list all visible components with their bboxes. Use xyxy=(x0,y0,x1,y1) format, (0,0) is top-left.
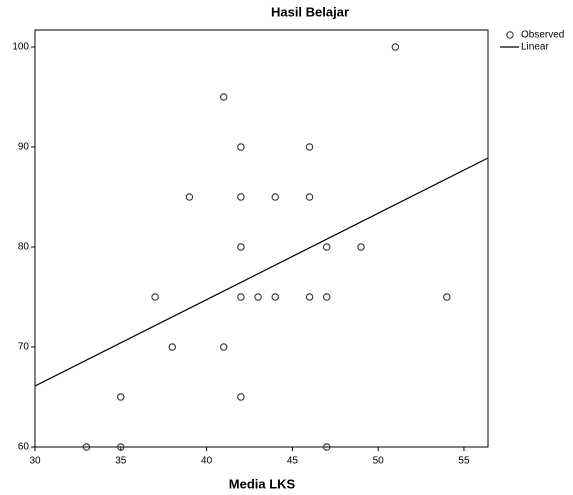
chart-title: Hasil Belajar xyxy=(271,4,349,19)
y-tick-label: 70 xyxy=(18,342,30,353)
y-tick-label: 90 xyxy=(18,142,30,153)
x-tick-label: 35 xyxy=(115,456,127,467)
y-tick-label: 80 xyxy=(18,242,30,253)
legend-marker xyxy=(507,32,513,38)
x-tick-label: 40 xyxy=(201,456,213,467)
y-tick-label: 60 xyxy=(18,442,30,453)
x-axis-label: Media LKS xyxy=(229,476,296,491)
x-tick-label: 55 xyxy=(458,456,470,467)
legend-label: Linear xyxy=(521,42,549,53)
legend-label: Observed xyxy=(521,30,564,41)
chart: Hasil Belajar Media LKS 30 35 40 45 50 55 60 70… xyxy=(0,0,573,495)
plot-area xyxy=(35,30,488,447)
x-tick-label: 50 xyxy=(373,456,385,467)
x-tick-label: 30 xyxy=(29,456,41,467)
y-tick-label: 100 xyxy=(12,42,29,53)
x-tick-label: 45 xyxy=(287,456,299,467)
